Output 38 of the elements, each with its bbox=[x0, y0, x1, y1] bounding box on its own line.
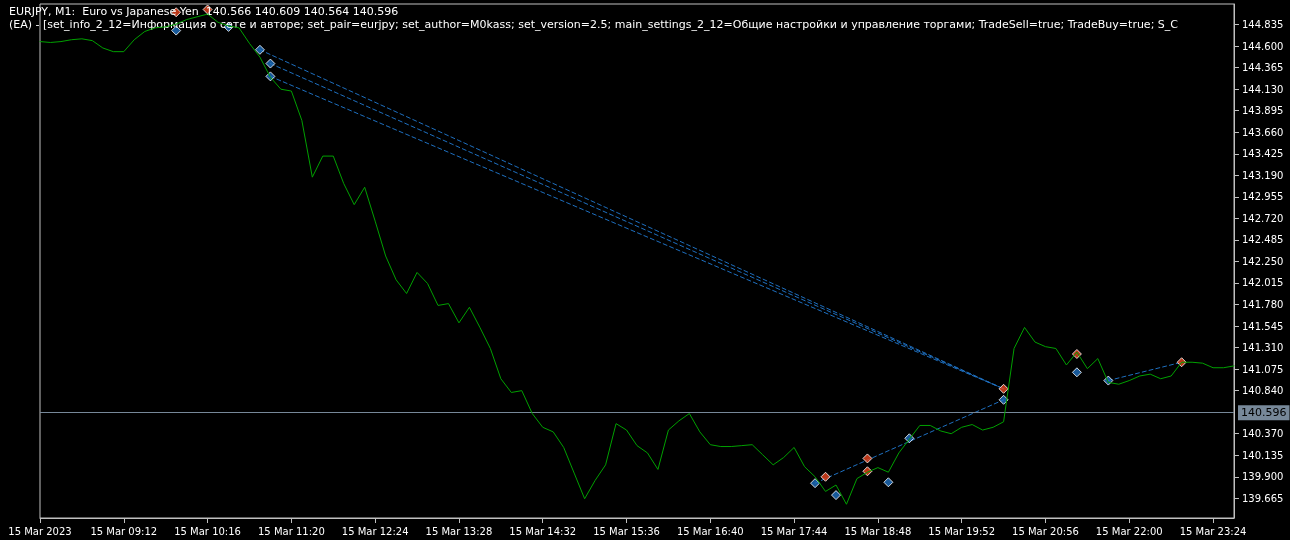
y-tick-label: 142.015 bbox=[1242, 277, 1284, 289]
y-tick-label: 141.780 bbox=[1242, 299, 1284, 311]
y-tick-label: 142.720 bbox=[1242, 212, 1284, 224]
x-tick-label: 15 Mar 20:56 bbox=[1012, 525, 1079, 537]
y-tick-label: 141.545 bbox=[1242, 320, 1284, 332]
y-tick-label: 144.130 bbox=[1242, 83, 1284, 95]
x-tick-label: 15 Mar 14:32 bbox=[509, 525, 577, 537]
y-tick-label: 142.485 bbox=[1242, 234, 1284, 246]
x-tick-label: 15 Mar 19:52 bbox=[928, 525, 996, 537]
x-tick-label: 15 Mar 13:28 bbox=[425, 525, 493, 537]
x-tick-label: 15 Mar 23:24 bbox=[1179, 525, 1247, 537]
y-tick-label: 141.075 bbox=[1242, 363, 1284, 375]
x-tick-label: 15 Mar 17:44 bbox=[760, 525, 828, 537]
y-tick-label: 139.665 bbox=[1242, 492, 1284, 504]
x-tick-label: 15 Mar 16:40 bbox=[676, 525, 744, 537]
x-tick-label: 15 Mar 11:20 bbox=[257, 525, 325, 537]
y-tick-label: 140.840 bbox=[1242, 385, 1284, 397]
y-tick-label: 143.425 bbox=[1242, 148, 1284, 160]
y-tick-label: 143.895 bbox=[1242, 105, 1284, 117]
y-tick-label: 144.600 bbox=[1242, 40, 1284, 52]
y-tick-label: 140.370 bbox=[1242, 428, 1284, 440]
x-tick-label: 15 Mar 2023 bbox=[8, 525, 72, 537]
y-tick-label: 144.365 bbox=[1242, 62, 1284, 74]
y-tick-label: 142.955 bbox=[1242, 191, 1284, 203]
x-tick-label: 15 Mar 18:48 bbox=[844, 525, 912, 537]
y-tick-label: 143.190 bbox=[1242, 169, 1284, 181]
x-tick-label: 15 Mar 12:24 bbox=[341, 525, 409, 537]
x-tick-label: 15 Mar 10:16 bbox=[174, 525, 241, 537]
y-tick-label: 143.660 bbox=[1242, 126, 1284, 138]
y-tick-label: 142.250 bbox=[1242, 255, 1284, 267]
x-tick-label: 15 Mar 15:36 bbox=[593, 525, 660, 537]
y-tick-label: 140.135 bbox=[1242, 449, 1284, 461]
y-tick-label: 144.835 bbox=[1242, 19, 1284, 31]
y-tick-label: 141.310 bbox=[1242, 342, 1284, 354]
y-tick-label: 139.900 bbox=[1242, 471, 1284, 483]
x-tick-label: 15 Mar 09:12 bbox=[90, 525, 158, 537]
ref-line-label: 140.596 bbox=[1241, 406, 1287, 420]
x-tick-label: 15 Mar 22:00 bbox=[1095, 525, 1163, 537]
